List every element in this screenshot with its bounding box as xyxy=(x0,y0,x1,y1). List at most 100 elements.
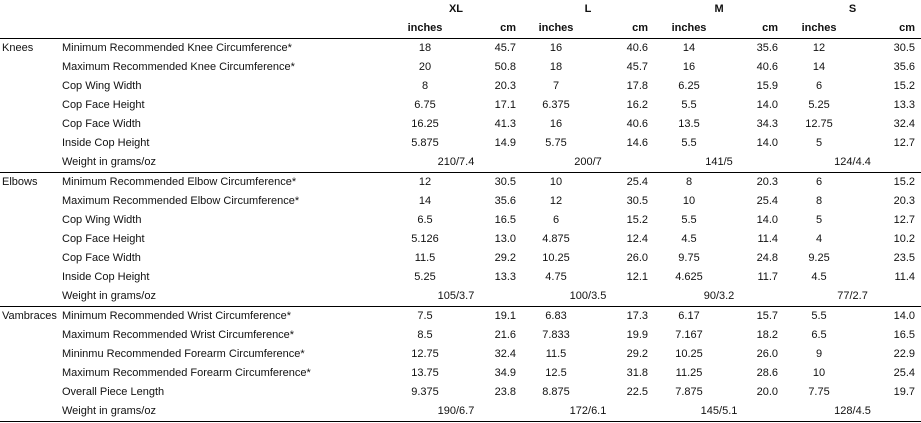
weight-label: Weight in grams/oz xyxy=(62,290,156,302)
inches-value: 16 xyxy=(522,38,590,58)
inches-value: 16 xyxy=(549,118,563,130)
table-row: Cop Wing Width 8 20.3 7 17.8 6.25 15.9 6 15.2 xyxy=(0,77,921,96)
group-cell xyxy=(0,345,60,364)
unit-header-row: inches cm inches cm inches cm inches cm xyxy=(0,19,921,39)
cm-value: 15.2 xyxy=(626,214,649,226)
inches-value: 12 xyxy=(390,172,460,192)
inches-value: 9.375 xyxy=(411,386,439,398)
size-s-header: S xyxy=(848,3,857,15)
cm-value: 15.2 xyxy=(854,172,921,192)
group-cell xyxy=(0,77,60,96)
weight-value: 210/7.4 xyxy=(437,156,475,168)
inches-value: 5.25 xyxy=(808,99,830,111)
cm-value: 24.8 xyxy=(756,252,779,264)
inches-value: 6.75 xyxy=(414,99,436,111)
inches-value: 5.875 xyxy=(411,137,439,149)
inches-value: 5.25 xyxy=(414,271,436,283)
inches-value: 8 xyxy=(654,172,725,192)
inches-value: 10.25 xyxy=(542,252,570,264)
row-label: Minimum Recommended Elbow Circumference* xyxy=(60,172,390,192)
cm-value: 25.4 xyxy=(590,172,655,192)
weight-label: Weight in grams/oz xyxy=(60,402,390,422)
inches-value: 14 xyxy=(418,195,432,207)
table-row: Cop Wing Width 6.5 16.5 6 15.2 5.5 14.0 5 12.7 xyxy=(0,211,921,230)
cm-value: 14.0 xyxy=(756,99,779,111)
table-row: Inside Cop Height 5.875 14.9 5.75 14.6 5.5 14.… xyxy=(0,134,921,153)
group-cell xyxy=(0,268,60,287)
group-cell xyxy=(0,96,60,115)
inches-value: 7 xyxy=(552,80,560,92)
cm-value: 45.7 xyxy=(460,38,522,58)
cm-value: 34.9 xyxy=(494,367,516,379)
inches-value: 7.833 xyxy=(542,329,570,341)
row-label: Inside Cop Height xyxy=(62,271,150,283)
group-cell xyxy=(0,134,60,153)
cm-value: 20.3 xyxy=(724,172,785,192)
inches-value: 7.75 xyxy=(808,386,830,398)
cm-value: 31.8 xyxy=(626,367,649,379)
inches-value: 10.25 xyxy=(675,348,703,360)
inches-value: 5.5 xyxy=(784,306,855,326)
inches-value: 5 xyxy=(815,214,823,226)
weight-value: 141/5 xyxy=(705,156,733,168)
weight-label: Weight in grams/oz xyxy=(62,156,156,168)
weight-value: 100/3.5 xyxy=(569,290,607,302)
weight-value: 90/3.2 xyxy=(703,290,735,302)
cm-value: 18.2 xyxy=(756,329,779,341)
table-row: Cop Face Width 11.5 29.2 10.25 26.0 9.75 24.8 9… xyxy=(0,249,921,268)
table-row: Maximum Recommended Knee Circumference* 2… xyxy=(0,58,921,77)
cm-value: 13.3 xyxy=(494,271,516,283)
cm-value: 19.9 xyxy=(626,329,649,341)
row-label: Cop Face Width xyxy=(62,252,141,264)
inches-value: 7.875 xyxy=(675,386,703,398)
weight-value: 145/5.1 xyxy=(654,402,785,422)
cm-value: 29.2 xyxy=(626,348,649,360)
size-m-header: M xyxy=(714,3,724,15)
group-cell xyxy=(0,211,60,230)
group-cell xyxy=(0,58,60,77)
cm-value: 16.5 xyxy=(494,214,516,226)
inches-value: 13.5 xyxy=(678,118,700,130)
inches-value: 12.5 xyxy=(545,367,567,379)
row-label: Cop Wing Width xyxy=(62,214,142,226)
cm-value: 22.9 xyxy=(893,348,916,360)
cm-value: 17.8 xyxy=(626,80,649,92)
section-group-label: Knees xyxy=(0,38,60,58)
inches-value: 6.5 xyxy=(417,214,433,226)
cm-value: 20.3 xyxy=(893,195,916,207)
table-row: Elbows Minimum Recommended Elbow Circumfe… xyxy=(0,172,921,192)
inches-value: 8.875 xyxy=(542,386,570,398)
group-cell xyxy=(0,115,60,134)
cm-value: 32.4 xyxy=(494,348,516,360)
cm-value: 14.9 xyxy=(494,137,516,149)
inches-value: 11.5 xyxy=(545,348,567,360)
table-row: Maximum Recommended Elbow Circumference*… xyxy=(0,192,921,211)
inches-value: 13.75 xyxy=(411,367,439,379)
weight-value: 172/6.1 xyxy=(522,402,655,422)
cm-value: 30.5 xyxy=(626,195,649,207)
inches-value: 5.5 xyxy=(681,214,697,226)
row-label: Overall Piece Length xyxy=(62,386,165,398)
table-row: Inside Cop Height 5.25 13.3 4.75 12.1 4.625 11… xyxy=(0,268,921,287)
unit-cm-header: cm xyxy=(762,22,779,34)
inches-value: 4.5 xyxy=(681,233,697,245)
cm-value: 12.7 xyxy=(893,137,916,149)
table-row: Cop Face Height 5.126 13.0 4.875 12.4 4.5 11.4… xyxy=(0,230,921,249)
cm-value: 10.2 xyxy=(893,233,916,245)
row-label: Inside Cop Height xyxy=(62,137,150,149)
inches-value: 6.17 xyxy=(654,306,725,326)
cm-value: 23.8 xyxy=(494,386,516,398)
unit-cm-header: cm xyxy=(899,22,916,34)
row-label: Cop Face Width xyxy=(62,118,141,130)
group-cell xyxy=(0,249,60,268)
cm-value: 15.9 xyxy=(756,80,779,92)
inches-value: 5.126 xyxy=(411,233,439,245)
row-label: Cop Face Height xyxy=(62,233,145,245)
cm-value: 11.7 xyxy=(757,271,779,283)
inches-value: 5.5 xyxy=(681,99,697,111)
cm-value: 26.0 xyxy=(626,252,649,264)
size-header-row: XL L M S xyxy=(0,0,921,19)
inches-value: 18 xyxy=(390,38,460,58)
cm-value: 26.0 xyxy=(756,348,779,360)
group-cell xyxy=(0,402,60,422)
